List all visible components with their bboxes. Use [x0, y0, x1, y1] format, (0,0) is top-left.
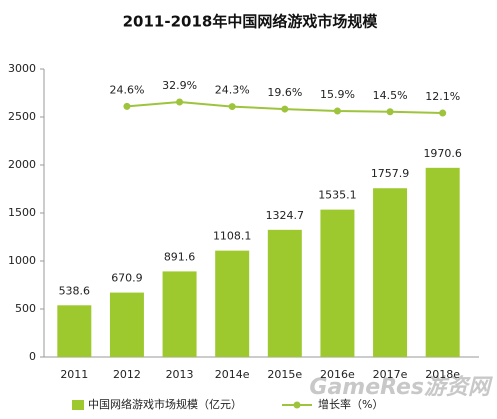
line-value-label: 24.3%	[215, 84, 250, 97]
y-tick-label: 0	[29, 350, 36, 363]
y-tick-label: 500	[15, 302, 36, 315]
bar	[267, 229, 302, 357]
line-marker	[439, 109, 447, 117]
legend-marker	[293, 401, 301, 409]
x-tick-label: 2018e	[425, 368, 460, 381]
line-marker	[333, 107, 341, 115]
x-tick-label: 2017e	[373, 368, 408, 381]
bar-value-label: 1757.9	[371, 167, 410, 180]
bar-value-label: 891.6	[164, 250, 196, 263]
bar	[373, 188, 408, 357]
bar	[320, 209, 355, 357]
bar-value-label: 1535.1	[318, 189, 357, 202]
line-value-label: 24.6%	[109, 83, 144, 96]
x-tick-label: 2014e	[215, 368, 250, 381]
x-tick-label: 2015e	[267, 368, 302, 381]
legend-swatch	[72, 400, 84, 410]
line-value-label: 12.1%	[425, 90, 460, 103]
x-tick-label: 2012	[113, 368, 141, 381]
x-tick-label: 2011	[60, 368, 88, 381]
line-value-label: 14.5%	[373, 89, 408, 102]
line-value-label: 15.9%	[320, 88, 355, 101]
y-tick-label: 1500	[8, 206, 36, 219]
y-tick-label: 2500	[8, 110, 36, 123]
bar-value-label: 1108.1	[213, 230, 252, 243]
y-tick-label: 2000	[8, 158, 36, 171]
x-tick-label: 2013	[166, 368, 194, 381]
line-marker	[281, 105, 289, 113]
line-value-label: 19.6%	[267, 86, 302, 99]
line-marker	[386, 108, 394, 116]
y-tick-label: 3000	[8, 62, 36, 75]
bar	[109, 292, 144, 357]
line-marker	[228, 103, 236, 111]
bar	[162, 271, 197, 357]
bar	[215, 250, 250, 357]
legend-label: 中国网络游戏市场规模（亿元）	[88, 397, 242, 411]
x-tick-label: 2016e	[320, 368, 355, 381]
y-tick-label: 1000	[8, 254, 36, 267]
bar	[425, 167, 460, 357]
line-marker	[176, 98, 184, 106]
chart-title: 2011-2018年中国网络游戏市场规模	[123, 13, 379, 31]
bar-value-label: 538.6	[59, 284, 91, 297]
bar-value-label: 1324.7	[266, 209, 305, 222]
watermark: GameRes游资网	[309, 375, 493, 400]
bar-value-label: 670.9	[111, 272, 143, 285]
bar-value-label: 1970.6	[423, 147, 462, 160]
legend-label: 增长率（%）	[318, 397, 383, 411]
bar	[57, 305, 92, 357]
line-marker	[123, 102, 131, 110]
line-value-label: 32.9%	[162, 79, 197, 92]
